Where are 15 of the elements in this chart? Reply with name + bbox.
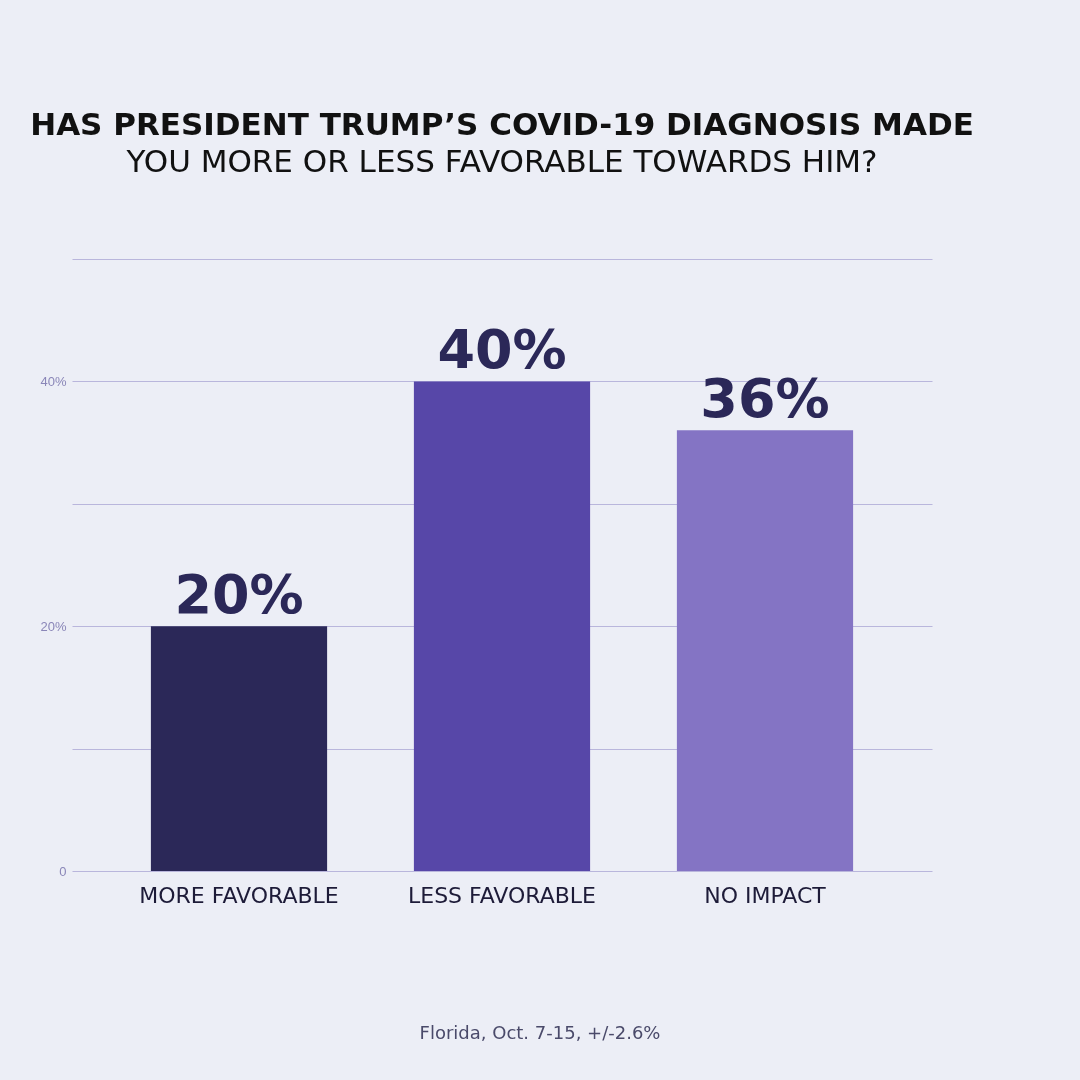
y-tick-label: 0 bbox=[59, 863, 67, 879]
text: Florida, Oct. 7-15, +/-2.6% bbox=[418, 1022, 662, 1043]
data-label: 40% bbox=[437, 318, 567, 382]
data-label: 36% bbox=[700, 367, 830, 431]
x-tick-label: NO IMPACT bbox=[704, 882, 827, 908]
x-tick-label: MORE FAVORABLE bbox=[139, 882, 339, 908]
y-tick-label: 40% bbox=[40, 373, 67, 389]
y-tick-label: 20% bbox=[40, 618, 67, 634]
bar bbox=[676, 430, 854, 871]
data-label: 20% bbox=[174, 563, 304, 627]
bar bbox=[413, 381, 591, 871]
bar bbox=[150, 626, 328, 871]
chart-subtitle: YOU MORE OR LESS FAVORABLE TOWARDS HIM? bbox=[125, 143, 878, 179]
chart-title: HAS PRESIDENT TRUMP’S COVID-19 DIAGNOSIS MADE bbox=[30, 106, 974, 142]
x-tick-label: LESS FAVORABLE bbox=[407, 882, 597, 908]
